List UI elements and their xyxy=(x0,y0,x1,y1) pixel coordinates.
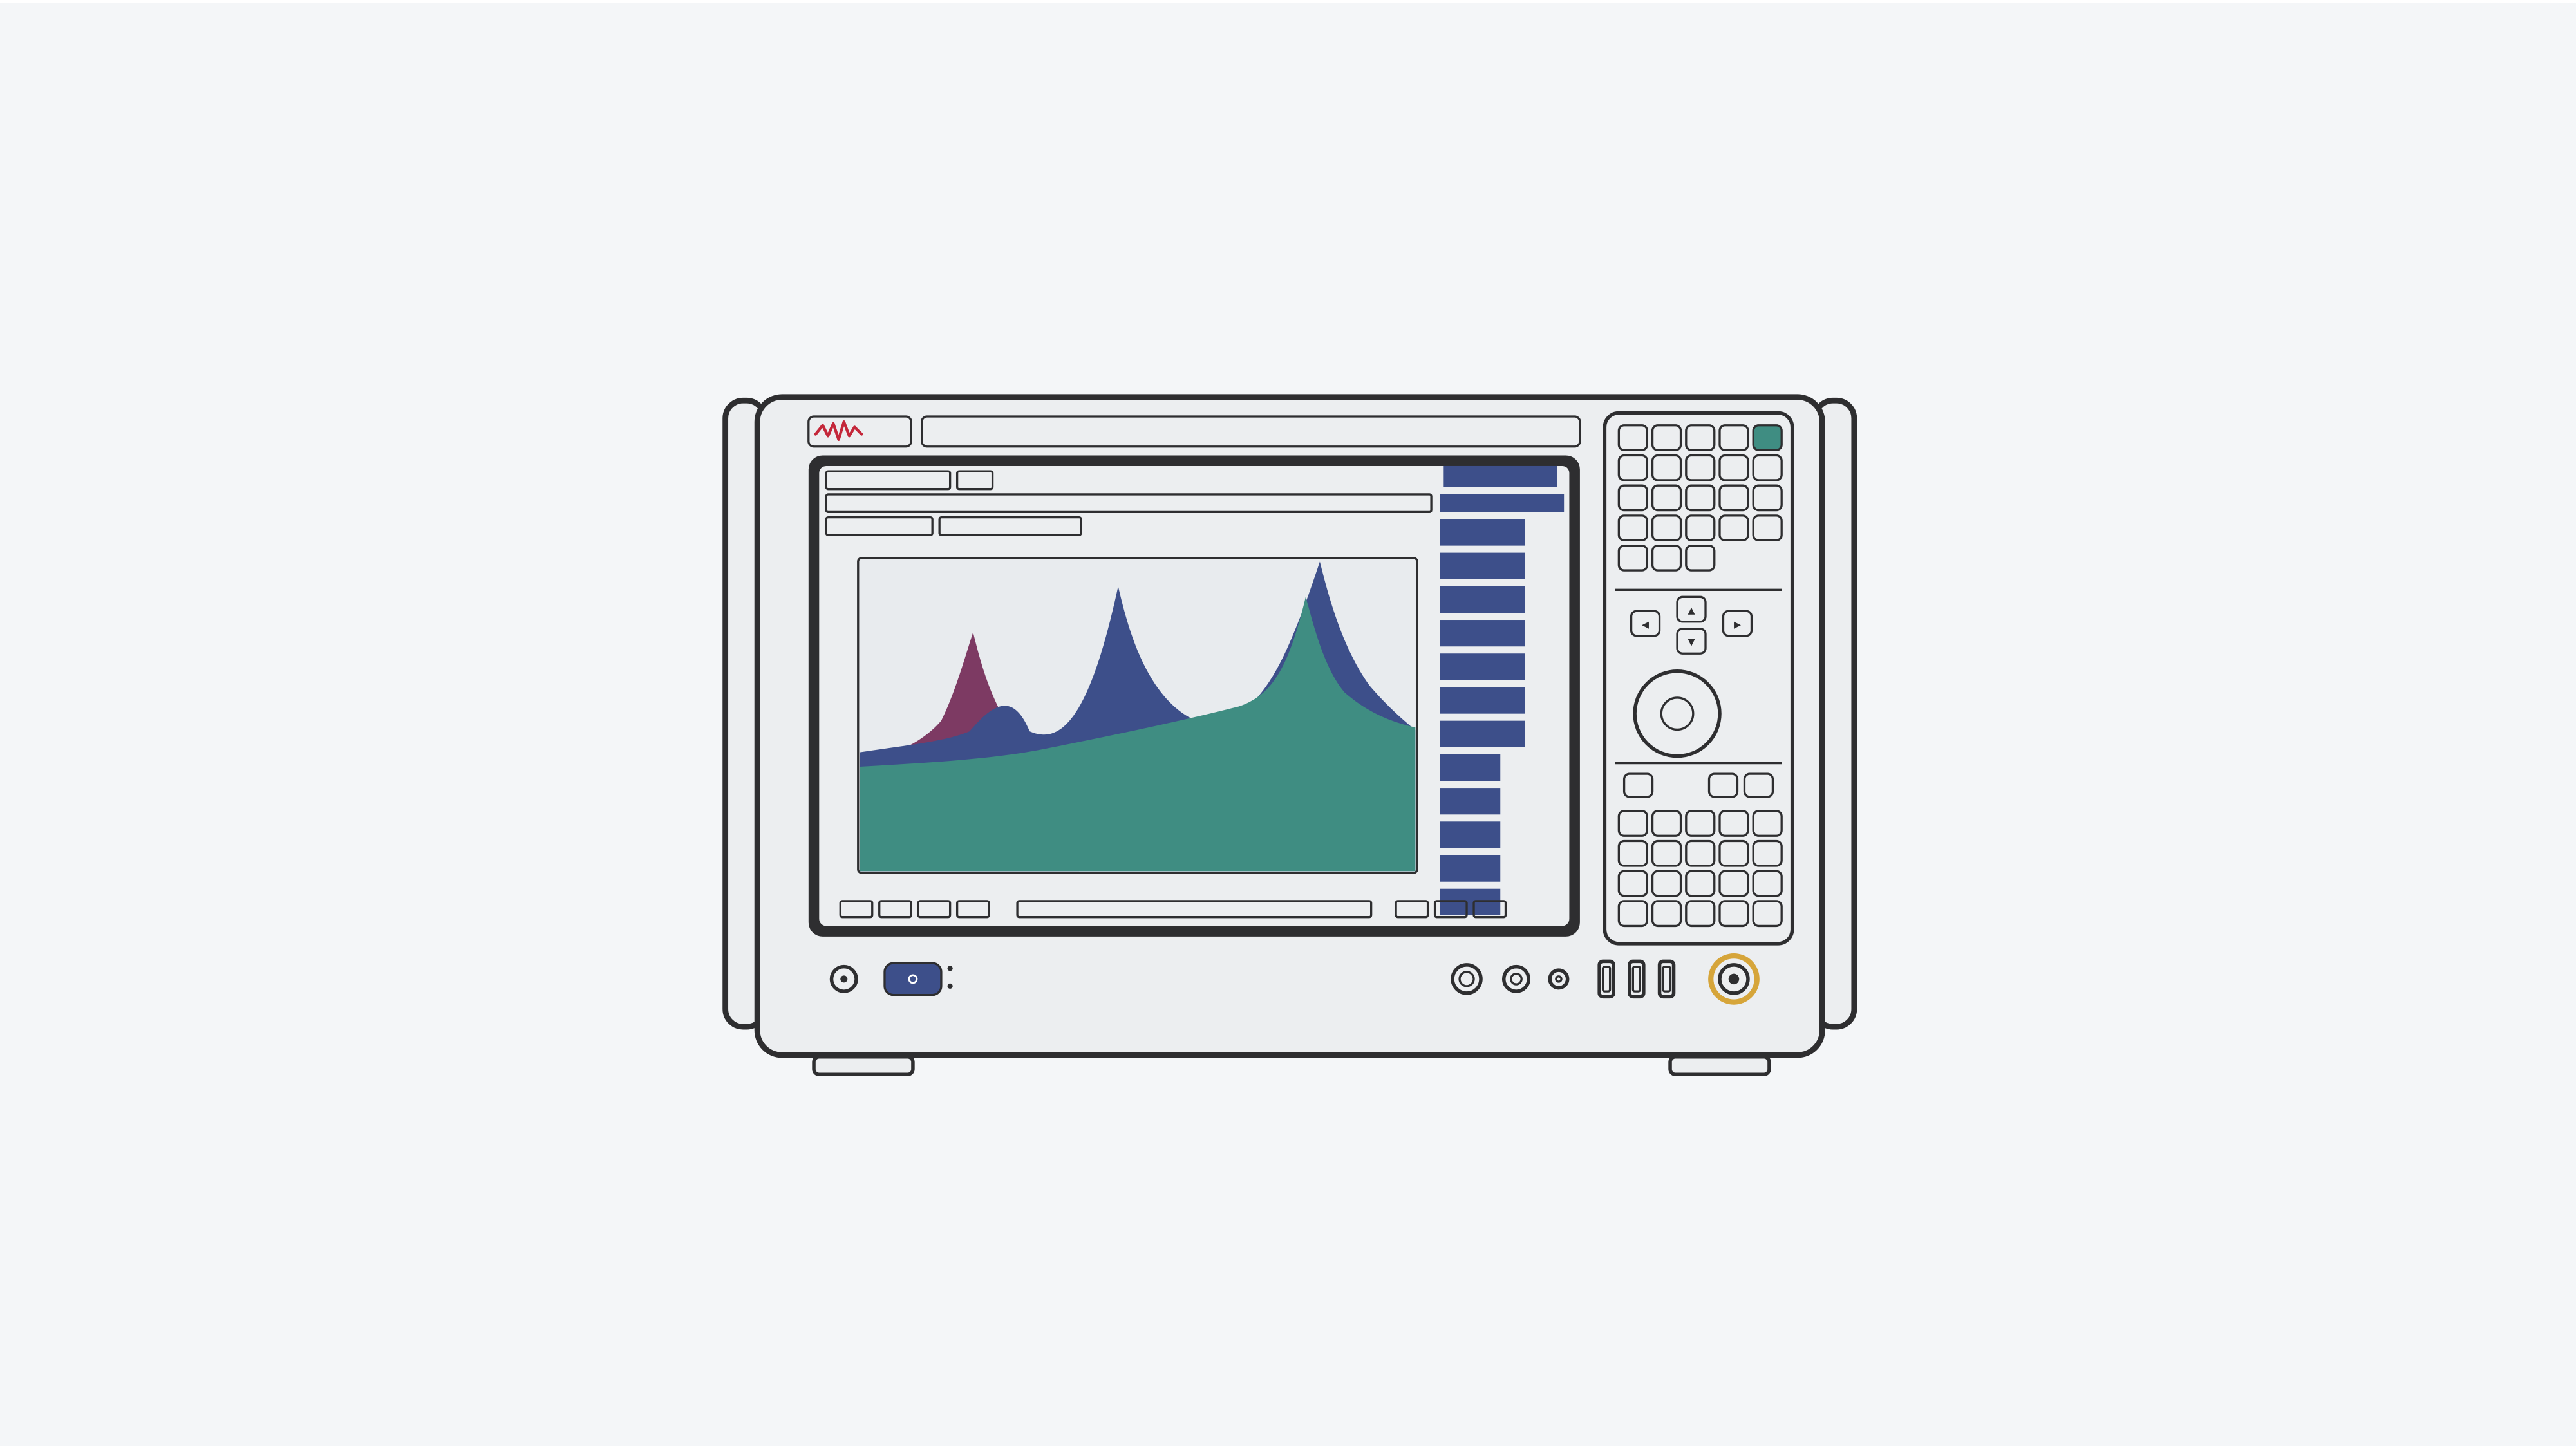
power-led xyxy=(840,976,847,983)
softkey-6[interactable] xyxy=(1440,721,1525,747)
indicator-dot-0 xyxy=(948,966,953,971)
softkey-0[interactable] xyxy=(1440,519,1525,546)
fnkey-r0-c3[interactable] xyxy=(1720,425,1748,450)
fnkey-r2-c0[interactable] xyxy=(1619,486,1647,510)
foot-left xyxy=(814,1057,913,1074)
numkey-r2-c3[interactable] xyxy=(1720,872,1748,896)
numkey-r0-c3[interactable] xyxy=(1720,811,1748,836)
fnkey-r2-c4[interactable] xyxy=(1753,486,1782,510)
usb-badge[interactable] xyxy=(885,963,941,995)
nav-down-button-glyph: ▾ xyxy=(1688,634,1695,650)
numkey-r2-c1[interactable] xyxy=(1653,872,1681,896)
fnkey-r0-c4[interactable] xyxy=(1753,425,1782,450)
fnkey-r3-c3[interactable] xyxy=(1720,516,1748,540)
aux-key-left[interactable] xyxy=(1624,774,1653,797)
fnkey-r3-c4[interactable] xyxy=(1753,516,1782,540)
fnkey-r3-c0[interactable] xyxy=(1619,516,1647,540)
softkey-10[interactable] xyxy=(1440,855,1500,882)
indicator-dot-1 xyxy=(948,984,953,989)
signal-analyzer-illustration: ◂ ▴ ▾ ▸ xyxy=(0,3,2576,1446)
fnkey-r2-c1[interactable] xyxy=(1653,486,1681,510)
rotary-knob[interactable] xyxy=(1635,671,1720,756)
numkey-r2-c4[interactable] xyxy=(1753,872,1782,896)
numkey-r0-c0[interactable] xyxy=(1619,811,1647,836)
nav-up-button-glyph: ▴ xyxy=(1688,602,1695,618)
foot-right xyxy=(1670,1057,1769,1074)
nav-left-button-glyph: ◂ xyxy=(1642,616,1649,632)
nav-right-button-glyph: ▸ xyxy=(1734,616,1741,632)
rf-port-pin xyxy=(1729,974,1739,984)
fnkey-r4-c2[interactable] xyxy=(1686,546,1715,570)
numkey-r2-c2[interactable] xyxy=(1686,872,1715,896)
softkey-8[interactable] xyxy=(1440,788,1500,814)
numkey-r0-c4[interactable] xyxy=(1753,811,1782,836)
numkey-r3-c0[interactable] xyxy=(1619,901,1647,926)
fnkey-r0-c2[interactable] xyxy=(1686,425,1715,450)
softkey-4[interactable] xyxy=(1440,654,1525,680)
fnkey-r2-c3[interactable] xyxy=(1720,486,1748,510)
fnkey-r0-c0[interactable] xyxy=(1619,425,1647,450)
fnkey-r1-c4[interactable] xyxy=(1753,456,1782,480)
fnkey-r1-c2[interactable] xyxy=(1686,456,1715,480)
screen-toolbar-active[interactable] xyxy=(1440,494,1564,512)
numkey-r3-c4[interactable] xyxy=(1753,901,1782,926)
aux-key-2[interactable] xyxy=(1744,774,1772,797)
numkey-r1-c0[interactable] xyxy=(1619,841,1647,866)
numkey-r1-c1[interactable] xyxy=(1653,841,1681,866)
numkey-r3-c2[interactable] xyxy=(1686,901,1715,926)
numkey-r1-c3[interactable] xyxy=(1720,841,1748,866)
softkey-1[interactable] xyxy=(1440,553,1525,579)
numkey-r0-c1[interactable] xyxy=(1653,811,1681,836)
softkey-7[interactable] xyxy=(1440,754,1500,781)
softkey-9[interactable] xyxy=(1440,822,1500,848)
title-bar xyxy=(922,416,1580,447)
numkey-r3-c3[interactable] xyxy=(1720,901,1748,926)
softkey-3[interactable] xyxy=(1440,620,1525,646)
fnkey-r1-c1[interactable] xyxy=(1653,456,1681,480)
numkey-r3-c1[interactable] xyxy=(1653,901,1681,926)
numkey-r0-c2[interactable] xyxy=(1686,811,1715,836)
fnkey-r3-c1[interactable] xyxy=(1653,516,1681,540)
softkey-5[interactable] xyxy=(1440,687,1525,714)
softkey-2[interactable] xyxy=(1440,586,1525,613)
fnkey-r1-c0[interactable] xyxy=(1619,456,1647,480)
numkey-r1-c4[interactable] xyxy=(1753,841,1782,866)
fnkey-r0-c1[interactable] xyxy=(1653,425,1681,450)
aux-key-1[interactable] xyxy=(1709,774,1738,797)
screen-tab-active[interactable] xyxy=(1443,466,1557,487)
fnkey-r1-c3[interactable] xyxy=(1720,456,1748,480)
fnkey-r2-c2[interactable] xyxy=(1686,486,1715,510)
numkey-r1-c2[interactable] xyxy=(1686,841,1715,866)
fnkey-r3-c2[interactable] xyxy=(1686,516,1715,540)
fnkey-r4-c1[interactable] xyxy=(1653,546,1681,570)
fnkey-r4-c0[interactable] xyxy=(1619,546,1647,570)
numkey-r2-c0[interactable] xyxy=(1619,872,1647,896)
